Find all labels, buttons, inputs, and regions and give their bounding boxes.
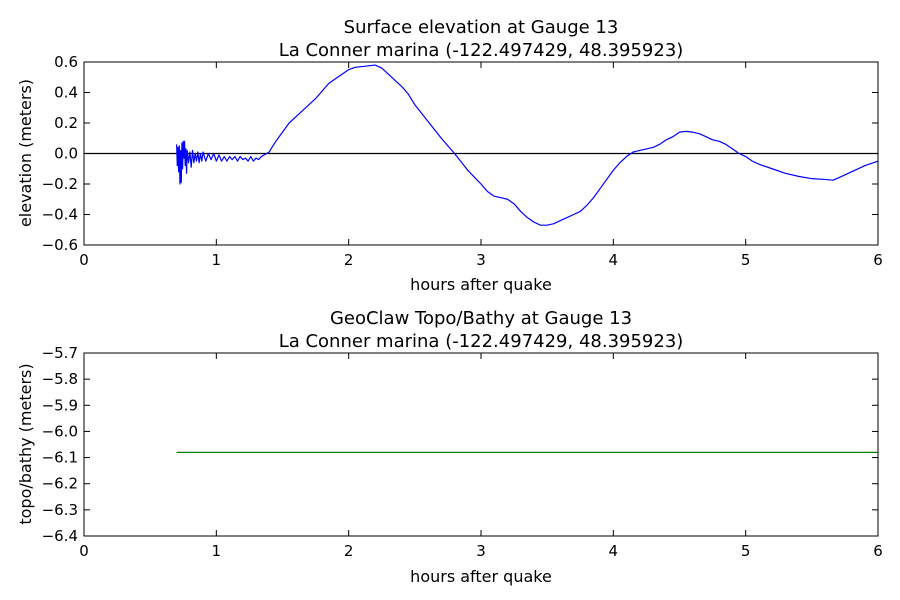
chart1-y-tick-label: 0.2: [54, 114, 78, 132]
chart1-x-tick-label: 6: [873, 251, 883, 269]
chart2-title-line2: La Conner marina (-122.497429, 48.395923…: [279, 331, 684, 352]
chart1-x-tick-label: 1: [212, 251, 222, 269]
chart1-y-axis-label: elevation (meters): [16, 79, 35, 227]
chart2-x-tick-label: 1: [212, 542, 222, 560]
chart1-x-tick-label: 5: [741, 251, 751, 269]
chart1-x-axis-label: hours after quake: [410, 275, 552, 294]
chart2-y-tick-label: −5.9: [42, 396, 78, 414]
chart1-x-tick-label: 3: [476, 251, 486, 269]
chart2-x-tick-label: 0: [79, 542, 89, 560]
chart1-y-tick-label: −0.4: [42, 206, 78, 224]
chart1-plot-area: 0 1 2 3 4 5 6 0.6 0.4 0.2 0.0 −0.2 −0.4 −0.6: [42, 53, 883, 269]
chart1-x-tick-label: 0: [79, 251, 89, 269]
chart1-y-tick-label: −0.6: [42, 236, 78, 254]
chart2-x-tick-label: 6: [873, 542, 883, 560]
chart2-plot-area: 0 1 2 3 4 5 6 −5.7 −5.8 −5.9 −6.0 −6.1 −6.2 −6.3 −6.4: [42, 344, 883, 560]
chart2-x-tick-label: 5: [741, 542, 751, 560]
chart2-y-tick-label: −6.2: [42, 475, 78, 493]
chart1-y-tick-label: 0.0: [54, 145, 78, 163]
chart1-x-tick-label: 2: [344, 251, 354, 269]
chart1-y-tick-label: 0.4: [54, 84, 78, 102]
chart2-y-tick-label: −6.3: [42, 501, 78, 519]
chart2-y-tick-label: −6.1: [42, 449, 78, 467]
chart2-y-tick-label: −5.8: [42, 370, 78, 388]
chart2-x-tick-label: 3: [476, 542, 486, 560]
chart2-x-tick-label: 2: [344, 542, 354, 560]
chart2-x-tick-label: 4: [609, 542, 619, 560]
chart2-y-tick-label: −6.0: [42, 422, 78, 440]
chart1-x-tick-label: 4: [609, 251, 619, 269]
chart1-title-line1: Surface elevation at Gauge 13: [344, 17, 619, 38]
chart2-x-axis-label: hours after quake: [410, 567, 552, 586]
chart1-y-tick-label: 0.6: [54, 53, 78, 71]
chart1-title-line2: La Conner marina (-122.497429, 48.395923…: [279, 40, 684, 61]
chart2-y-axis-label: topo/bathy (meters): [16, 363, 35, 524]
chart1-series-line: [176, 64, 879, 226]
chart2-title-line1: GeoClaw Topo/Bathy at Gauge 13: [330, 308, 632, 329]
chart2-y-tick-label: −6.4: [42, 527, 78, 545]
chart1-y-tick-label: −0.2: [42, 175, 78, 193]
chart2-y-tick-label: −5.7: [42, 344, 78, 362]
